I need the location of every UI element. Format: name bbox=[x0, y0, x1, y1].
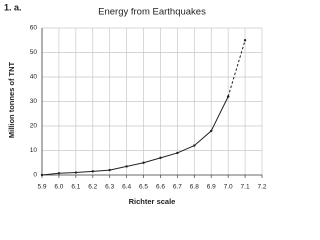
x-tick-label: 6.8 bbox=[190, 184, 199, 191]
x-tick-label: 6.1 bbox=[71, 184, 80, 191]
x-axis-label: Richter scale bbox=[129, 197, 176, 206]
y-tick-label: 40 bbox=[30, 74, 38, 81]
y-tick-label: 10 bbox=[30, 147, 38, 154]
data-point bbox=[159, 156, 162, 160]
data-point bbox=[108, 168, 111, 172]
x-tick-label: 6.0 bbox=[54, 184, 63, 191]
x-tick-label: 6.9 bbox=[207, 184, 216, 191]
data-point bbox=[210, 129, 213, 133]
y-axis-label: Million tonnes of TNT bbox=[7, 61, 16, 138]
y-tick-label: 30 bbox=[30, 98, 38, 105]
y-tick-label: 50 bbox=[30, 49, 38, 56]
y-tick-label: 60 bbox=[30, 25, 38, 32]
data-point bbox=[193, 144, 196, 147]
x-tick-label: 7.1 bbox=[241, 184, 250, 191]
data-point bbox=[74, 171, 78, 174]
data-point bbox=[142, 161, 145, 164]
x-tick-label: 6.6 bbox=[156, 184, 165, 191]
x-tick-label: 6.7 bbox=[173, 184, 182, 191]
x-tick-label: 6.2 bbox=[88, 184, 97, 191]
data-point bbox=[91, 170, 94, 173]
page: {"chart_data": {"type": "line", "panel_l… bbox=[4, 2, 267, 206]
data-point bbox=[176, 151, 179, 155]
y-tick-label: 0 bbox=[33, 172, 37, 179]
panel-label: 1. a. bbox=[4, 2, 22, 12]
data-point bbox=[57, 172, 61, 175]
data-point bbox=[226, 95, 230, 98]
x-tick-label: 7.0 bbox=[224, 184, 233, 191]
x-tick-label: 6.3 bbox=[105, 184, 114, 191]
chart: 1. a. Energy from Earthquakes Richter sc… bbox=[4, 2, 267, 206]
y-tick-label: 20 bbox=[30, 123, 38, 130]
x-tick-label: 5.9 bbox=[37, 184, 46, 191]
series-line bbox=[227, 40, 246, 97]
x-tick-label: 6.4 bbox=[122, 184, 131, 191]
data-point bbox=[40, 173, 44, 177]
chart-title: Energy from Earthquakes bbox=[98, 7, 206, 18]
series-line bbox=[41, 96, 229, 176]
data-point bbox=[243, 39, 247, 42]
data-point bbox=[125, 165, 128, 168]
x-tick-label: 7.2 bbox=[257, 184, 266, 191]
x-tick-label: 6.5 bbox=[139, 184, 148, 191]
